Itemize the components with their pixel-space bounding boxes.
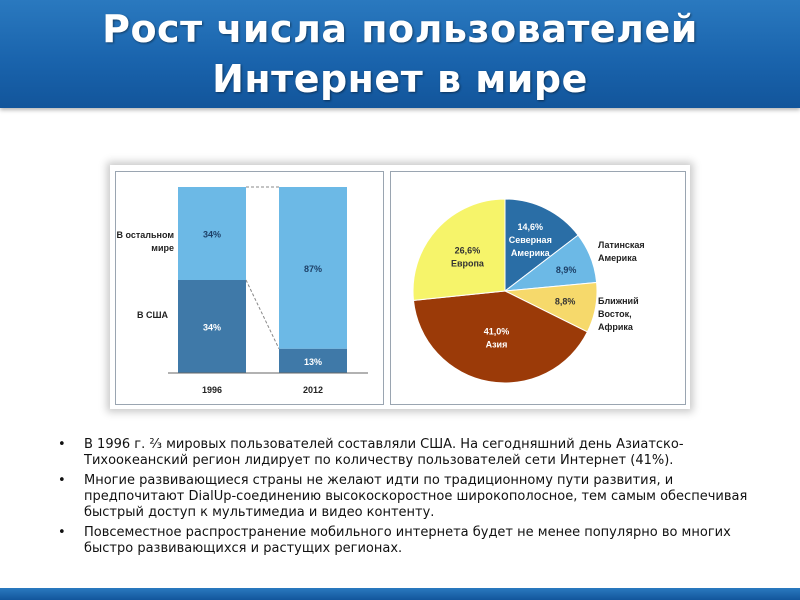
slice-name: Америка xyxy=(511,248,551,258)
bullet-item: • Повсеместное распространение мобильного… xyxy=(58,525,768,557)
connector-line xyxy=(245,279,280,350)
bullet-text: Повсеместное распространение мобильного … xyxy=(84,525,731,556)
pie-slice xyxy=(412,290,589,384)
stacked-bar-chart: 34% 34% 1996 87% 13% 2012 В остальном мире В США xyxy=(116,186,368,395)
slice-name: Европа xyxy=(451,259,485,269)
bullet-item: • Многие развивающиеся страны не желают и… xyxy=(58,473,768,521)
pie-chart: 14,6% Северная Америка 8,9% Латинская Америка… xyxy=(412,198,645,384)
slide-title: Рост числа пользователей Интернет в мире xyxy=(0,4,800,104)
slice-name: Азия xyxy=(486,340,508,350)
bar-segment-rest-of-world xyxy=(279,187,347,349)
bullet-marker: • xyxy=(58,525,66,540)
slice-name: Ближний xyxy=(598,296,639,306)
bullet-item: • В 1996 г. ⅔ мировых пользователей соста… xyxy=(58,437,768,469)
data-label: 34% xyxy=(203,230,221,240)
slide-title-line-2: Интернет в мире xyxy=(212,57,588,101)
bottom-bar xyxy=(0,588,800,600)
slice-name: Латинская xyxy=(598,240,645,250)
slice-name: Северная xyxy=(509,235,552,245)
data-label: 41,0% xyxy=(484,327,510,337)
data-label: 8,8% xyxy=(555,296,576,306)
pie-slice xyxy=(504,198,579,293)
slide-title-line-1: Рост числа пользователей xyxy=(102,7,698,51)
tick-label: 1996 xyxy=(202,385,222,395)
slice-name: Африка xyxy=(598,322,634,332)
bar-chart-panel: 34% 34% 1996 87% 13% 2012 В остальном мире В США xyxy=(115,171,384,405)
pie-chart-panel: 14,6% Северная Америка 8,9% Латинская Америка… xyxy=(390,171,686,405)
bullet-list: • В 1996 г. ⅔ мировых пользователей соста… xyxy=(58,437,768,561)
bullet-text: Многие развивающиеся страны не желают ид… xyxy=(84,473,748,520)
data-label: 8,9% xyxy=(556,265,577,275)
bar-segment-usa xyxy=(279,348,347,373)
bullet-marker: • xyxy=(58,437,66,452)
pie-slice xyxy=(412,198,506,301)
data-label: 14,6% xyxy=(518,222,544,232)
data-label: 13% xyxy=(304,357,322,367)
bar-segment-rest-of-world xyxy=(178,187,246,280)
slice-name: Восток, xyxy=(598,309,632,319)
data-label: 34% xyxy=(203,323,221,333)
legend-label-rest-of-world-line-1: В остальном xyxy=(116,230,174,240)
data-label: 26,6% xyxy=(455,246,481,256)
tick-label: 2012 xyxy=(303,385,323,395)
data-label: 87% xyxy=(304,264,322,274)
bar-segment-usa xyxy=(178,280,246,373)
title-bar: Рост числа пользователей Интернет в мире xyxy=(0,0,800,108)
slice-name: Америка xyxy=(598,253,638,263)
legend-label-usa: В США xyxy=(137,310,169,320)
bullet-text: В 1996 г. ⅔ мировых пользователей состав… xyxy=(84,437,684,468)
legend-label-rest-of-world-line-2: мире xyxy=(151,243,174,253)
bullet-marker: • xyxy=(58,473,66,488)
chart-figure: 34% 34% 1996 87% 13% 2012 В остальном мире В США… xyxy=(110,165,690,409)
